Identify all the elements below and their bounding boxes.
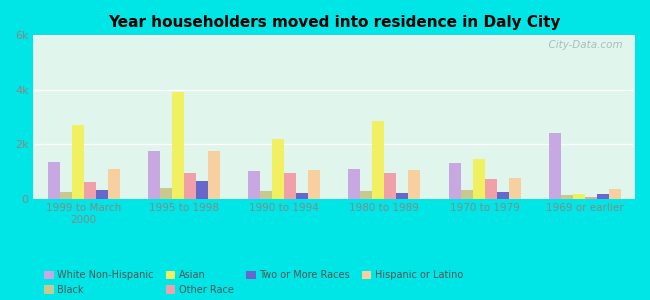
Bar bbox=[509, 178, 521, 199]
Bar bbox=[384, 173, 396, 199]
Bar bbox=[485, 179, 497, 199]
Bar bbox=[360, 191, 372, 199]
Bar bbox=[597, 194, 609, 199]
Bar bbox=[172, 92, 184, 199]
Bar bbox=[272, 139, 284, 199]
Bar bbox=[260, 191, 272, 199]
Bar bbox=[473, 159, 485, 199]
Bar bbox=[348, 169, 360, 199]
Bar bbox=[396, 193, 408, 199]
Bar bbox=[47, 162, 60, 199]
Bar bbox=[609, 189, 621, 199]
Bar bbox=[296, 193, 308, 199]
Title: Year householders moved into residence in Daly City: Year householders moved into residence i… bbox=[108, 15, 560, 30]
Bar bbox=[196, 181, 208, 199]
Bar bbox=[573, 194, 585, 199]
Bar bbox=[408, 170, 421, 199]
Bar bbox=[96, 190, 108, 199]
Bar bbox=[60, 192, 72, 199]
Bar bbox=[160, 188, 172, 199]
Bar bbox=[248, 171, 260, 199]
Bar bbox=[585, 197, 597, 199]
Bar bbox=[72, 125, 84, 199]
Bar bbox=[549, 133, 561, 199]
Bar bbox=[561, 195, 573, 199]
Bar bbox=[148, 151, 160, 199]
Bar bbox=[372, 121, 384, 199]
Bar bbox=[208, 151, 220, 199]
Bar bbox=[497, 192, 509, 199]
Legend: White Non-Hispanic, Black, Asian, Other Race, Two or More Races, Hispanic or Lat: White Non-Hispanic, Black, Asian, Other … bbox=[44, 270, 463, 295]
Text: City-Data.com: City-Data.com bbox=[542, 40, 623, 50]
Bar bbox=[461, 190, 473, 199]
Bar bbox=[308, 170, 320, 199]
Bar bbox=[108, 169, 120, 199]
Bar bbox=[284, 173, 296, 199]
Bar bbox=[184, 173, 196, 199]
Bar bbox=[448, 163, 461, 199]
Bar bbox=[84, 182, 96, 199]
